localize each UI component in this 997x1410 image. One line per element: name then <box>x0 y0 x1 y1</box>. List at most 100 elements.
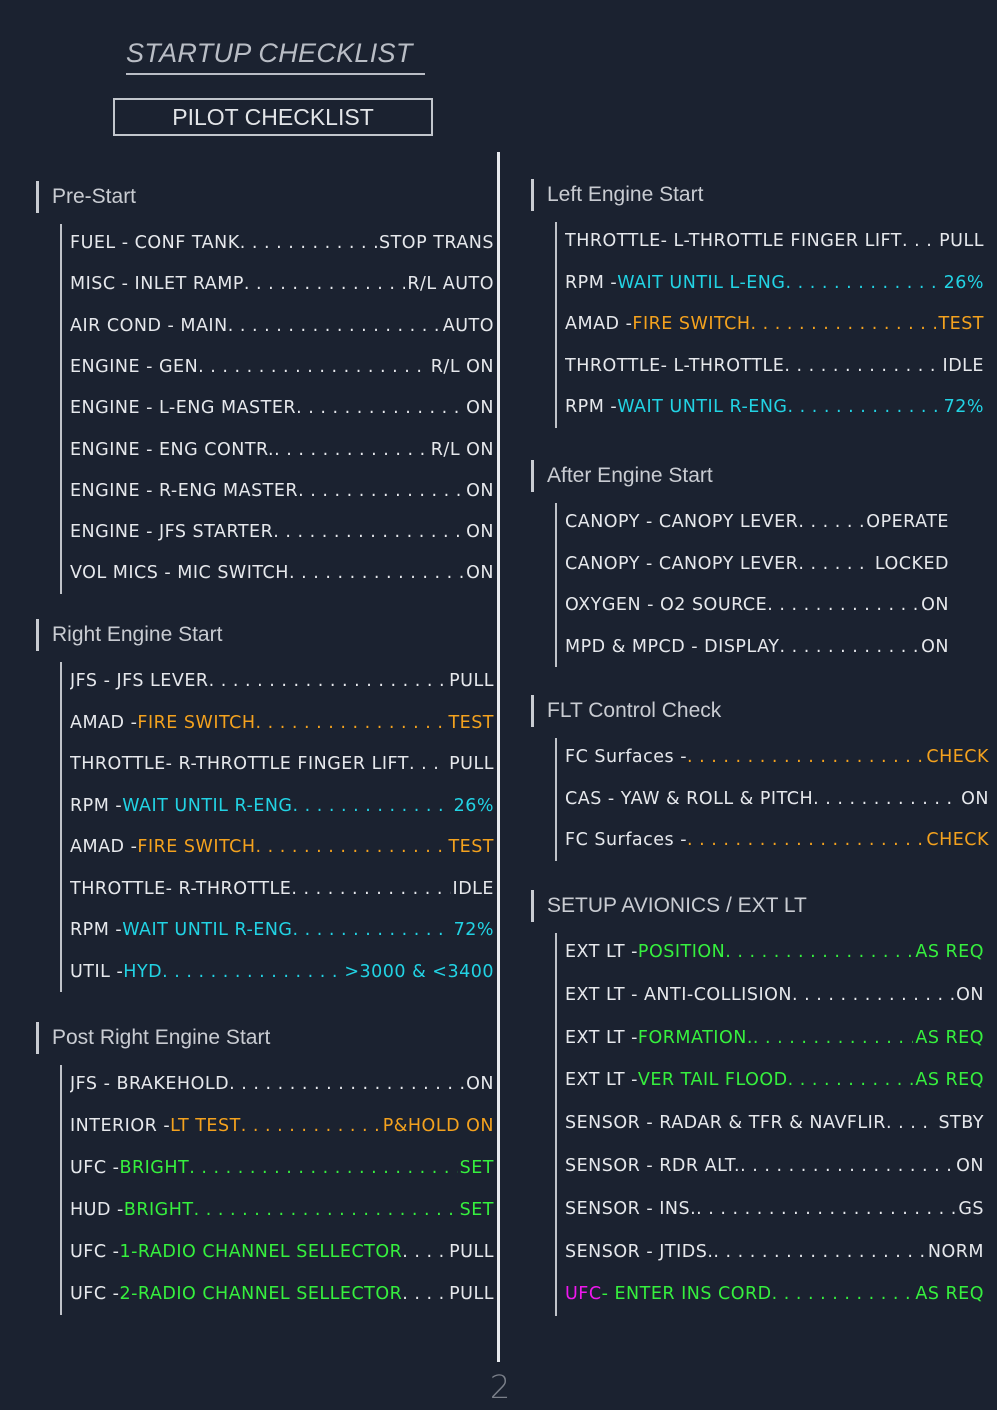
checklist-row: EXT LT - POSITION AS REQ <box>565 937 984 967</box>
item-value: TEST <box>938 314 984 334</box>
checklist-row: ENGINE - L-ENG MASTER ON <box>70 393 494 423</box>
item-value: R/L ON <box>430 439 494 460</box>
checklist-row: ENGINE - GEN R/L ON <box>70 352 494 382</box>
item-value: >3000 & <3400 <box>344 961 494 982</box>
checklist-row: JFS - JFS LEVER PULL <box>70 666 494 696</box>
checklist-row: THROTTLE- R-THROTTLE IDLE <box>70 874 494 904</box>
leader-dots <box>244 274 405 294</box>
section-title: Right Engine Start <box>36 619 222 651</box>
item-label: ENGINE - L-ENG MASTER <box>70 398 297 419</box>
checklist-row: UFC - BRIGHT SET <box>70 1153 494 1183</box>
checklist-row: JFS - BRAKEHOLD ON <box>70 1069 494 1099</box>
document-title: STARTUP CHECKLIST <box>126 38 413 68</box>
item-label: THROTTLE- L-THROTTLE <box>565 355 785 376</box>
checklist-row: RPM - WAIT UNTIL L-ENG 26% <box>565 268 984 298</box>
checklist-items: CANOPY - CANOPY LEVEROPERATECANOPY - CAN… <box>555 503 953 667</box>
checklist-items: FC Surfaces - CHECK CAS - YAW & ROLL & PI… <box>555 738 993 861</box>
leader-dots <box>291 879 450 899</box>
item-value: ON <box>466 522 494 543</box>
item-action: POSITION <box>637 942 726 962</box>
item-value: ON <box>466 480 494 501</box>
item-value: PULL <box>449 671 494 691</box>
item-value: SET <box>459 1200 494 1220</box>
item-value: AS REQ <box>915 942 984 962</box>
leader-dots <box>189 1158 457 1178</box>
item-value: ON <box>956 984 984 1005</box>
leader-dots <box>274 440 429 460</box>
leader-dots <box>292 920 451 940</box>
leader-dots <box>798 512 864 532</box>
leader-dots <box>779 637 919 657</box>
leader-dots <box>753 1028 913 1048</box>
item-label: SENSOR - INS. <box>565 1198 697 1219</box>
item-label: ENGINE - JFS STARTER <box>70 522 274 543</box>
leader-dots <box>687 747 924 767</box>
item-value: PULL <box>449 1242 494 1262</box>
checklist-row: FC Surfaces - CHECK <box>565 825 989 855</box>
checklist-row: UFC - 1-RADIO CHANNEL SELLECTOR PULL <box>70 1237 494 1267</box>
title-underline <box>126 73 425 75</box>
item-action: BRIGHT <box>119 1158 190 1178</box>
checklist-row: EXT LT - VER TAIL FLOOD AS REQ <box>565 1065 984 1095</box>
item-label: FC Surfaces - <box>565 830 688 850</box>
item-label: UFC - <box>70 1242 120 1262</box>
item-action: LT TEST <box>170 1116 241 1136</box>
item-action: FORMATION. <box>637 1027 753 1048</box>
item-value: PULL <box>449 1284 494 1304</box>
section-title: Left Engine Start <box>531 179 703 211</box>
item-value: GS <box>958 1198 984 1219</box>
item-value: SET <box>459 1158 494 1178</box>
item-value: ON <box>921 595 949 615</box>
checklist-row: SENSOR - RADAR & TFR & NAVFLIR STBY <box>565 1108 984 1138</box>
checklist-row: AMAD - FIRE SWITCH TEST <box>565 309 984 339</box>
leader-dots <box>273 522 464 542</box>
item-label: EXT LT - ANTI-COLLISION <box>565 984 792 1005</box>
checklist-row: SENSOR - JTIDS. NORM <box>565 1237 984 1267</box>
item-label: RPM - <box>70 795 123 816</box>
item-value: LOCKED <box>874 553 949 574</box>
item-action: FIRE SWITCH <box>632 314 751 334</box>
leader-dots <box>813 789 959 809</box>
checklist-row: ENGINE - JFS STARTER ON <box>70 517 494 547</box>
item-label: AMAD - <box>70 712 138 733</box>
checklist-row: MPD & MPCD - DISPLAY ON <box>565 632 949 662</box>
item-label: UFC - <box>70 1284 120 1304</box>
item-action: WAIT UNTIL R-ENG <box>122 795 293 816</box>
leader-dots <box>402 1284 447 1304</box>
item-value: OPERATE <box>866 512 949 532</box>
leader-dots <box>292 796 451 816</box>
leader-dots <box>228 316 441 336</box>
checklist-row: SENSOR - RDR ALT. ON <box>565 1151 984 1181</box>
item-label: THROTTLE- L-THROTTLE FINGER LIFT <box>565 231 902 251</box>
checklist-row: UFC - ENTER INS CORD AS REQ <box>565 1279 984 1309</box>
item-value: ON <box>961 788 989 809</box>
item-value: AS REQ <box>915 1027 984 1048</box>
item-label: AMAD - <box>565 314 633 334</box>
item-value: ON <box>466 398 494 419</box>
checklist-items: FUEL - CONF TANK STOP TRANS MISC - INLET R… <box>60 224 498 594</box>
checklist-items: THROTTLE- L-THROTTLE FINGER LIFT PULL RPM … <box>555 222 988 428</box>
item-action: FIRE SWITCH <box>137 837 256 857</box>
checklist-row: UTIL - HYD >3000 & <3400 <box>70 957 494 987</box>
section-title: Post Right Engine Start <box>36 1022 270 1054</box>
leader-dots <box>696 1199 956 1219</box>
leader-dots <box>886 1113 936 1133</box>
item-label: SENSOR - RADAR & TFR & NAVFLIR <box>565 1113 886 1134</box>
item-value: R/L ON <box>430 356 494 377</box>
item-value: ON <box>466 563 494 584</box>
leader-dots <box>713 1242 925 1262</box>
item-label: FUEL - CONF TANK <box>70 233 240 253</box>
item-value: TEST <box>448 712 494 733</box>
leader-dots <box>229 1074 464 1094</box>
leader-dots <box>241 1116 381 1136</box>
item-value: IDLE <box>942 355 984 376</box>
item-action: FIRE SWITCH <box>137 712 256 733</box>
box-title: PILOT CHECKLIST <box>172 103 374 130</box>
item-value: STBY <box>938 1113 984 1134</box>
item-action: WAIT UNTIL R-ENG <box>122 920 293 940</box>
item-label: MPD & MPCD - DISPLAY <box>565 636 780 657</box>
item-value: PULL <box>449 754 494 774</box>
item-label: MISC - INLET RAMP <box>70 274 244 295</box>
checklist-row: MISC - INLET RAMP R/L AUTO <box>70 269 494 299</box>
checklist-items: EXT LT - POSITION AS REQ EXT LT - ANTI-COL… <box>555 933 988 1317</box>
